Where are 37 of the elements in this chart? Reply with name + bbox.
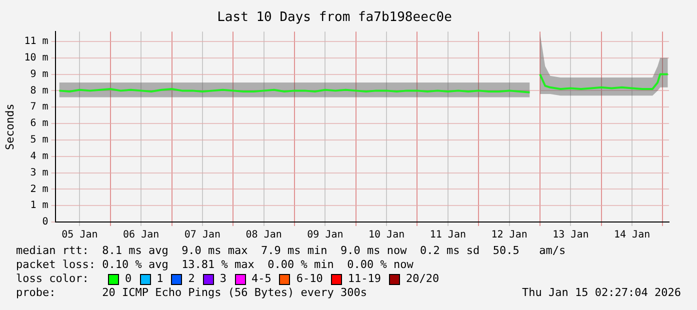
text: 0 — [125, 272, 132, 286]
text: 3 — [220, 272, 226, 286]
y-tick-label: 5 m — [30, 134, 48, 146]
x-tick-label: 05 Jan — [62, 230, 98, 241]
x-tick-label: 09 Jan — [307, 230, 344, 241]
y-tick-label: 9 m — [30, 68, 48, 80]
y-tick-label: 8 m — [30, 85, 48, 96]
y-tick-label: 10 m — [24, 52, 48, 64]
text: 11-19 — [348, 272, 381, 286]
x-tick-label: 07 Jan — [184, 230, 221, 241]
text: 4-5 — [252, 272, 272, 286]
text: 1 — [156, 272, 164, 286]
text: 20/20 — [406, 272, 440, 286]
y-tick-label: 7 m — [30, 102, 48, 113]
x-tick-label: 11 Jan — [430, 230, 466, 241]
text: 2 — [188, 272, 195, 286]
text: packet loss: 0.10 % avg 13.81 % max 0.00 % min 0.00 % now — [16, 258, 414, 272]
x-tick-label: 14 Jan — [614, 230, 650, 241]
y-tick-label: 1 m — [30, 200, 48, 212]
text: Thu Jan 15 02:27:04 2026 — [522, 286, 681, 300]
text: probe: 20 ICMP Echo Pings (56 Bytes) every 300s — [16, 286, 367, 300]
y-tick-label: 0 — [42, 216, 48, 228]
text: median rtt: 8.1 ms avg 9.0 ms max 7.9 ms min 9.0 ms now 0.2 ms sd 50.5 am/s — [16, 244, 567, 258]
x-tick-label: 12 Jan — [491, 230, 528, 241]
y-tick-label: 2 m — [30, 184, 48, 195]
text: 6-10 — [296, 272, 323, 286]
x-tick-label: 13 Jan — [552, 230, 589, 241]
y-tick-label: 11 m — [24, 36, 48, 48]
text: loss color: — [16, 272, 90, 286]
y-axis-title: Seconds — [3, 104, 16, 150]
x-tick-label: 06 Jan — [123, 230, 160, 241]
y-tick-label: 6 m — [30, 118, 48, 130]
y-tick-label: 3 m — [30, 167, 48, 178]
y-tick-label: 4 m — [30, 150, 48, 162]
x-tick-label: 08 Jan — [246, 230, 282, 241]
chart-title: Last 10 Days from fa7b198eec0e — [217, 10, 452, 26]
x-tick-label: 10 Jan — [368, 230, 405, 241]
